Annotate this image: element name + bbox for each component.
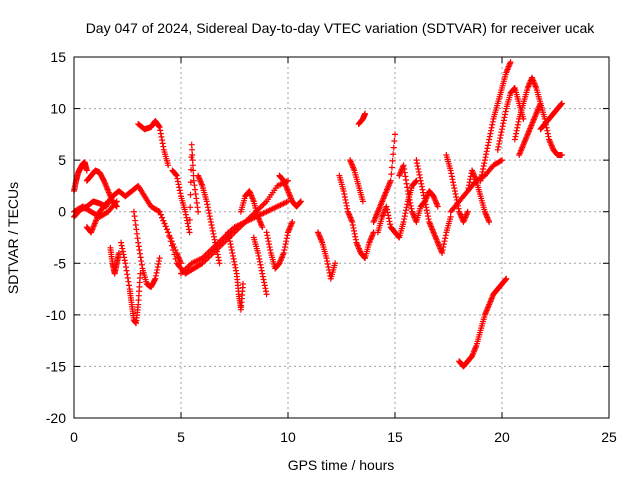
x-tick-label: 20 bbox=[494, 429, 510, 445]
sdtvar-chart: Day 047 of 2024, Sidereal Day-to-day VTE… bbox=[0, 0, 640, 480]
x-tick-label: 10 bbox=[280, 429, 296, 445]
x-tick-label: 25 bbox=[601, 429, 617, 445]
y-tick-label: 5 bbox=[58, 152, 66, 168]
x-tick-label: 0 bbox=[70, 429, 78, 445]
y-tick-label: 15 bbox=[50, 49, 66, 65]
y-tick-label: 10 bbox=[50, 101, 66, 117]
x-tick-label: 15 bbox=[387, 429, 403, 445]
x-tick-label: 5 bbox=[177, 429, 185, 445]
y-tick-label: -20 bbox=[46, 410, 66, 426]
chart-title: Day 047 of 2024, Sidereal Day-to-day VTE… bbox=[86, 20, 596, 36]
y-tick-label: -5 bbox=[54, 255, 67, 271]
y-tick-label: -10 bbox=[46, 307, 66, 323]
y-tick-label: -15 bbox=[46, 358, 66, 374]
y-axis-title: SDTVAR / TECUs bbox=[5, 182, 21, 294]
y-tick-label: 0 bbox=[58, 204, 66, 220]
x-axis-title: GPS time / hours bbox=[288, 457, 395, 473]
